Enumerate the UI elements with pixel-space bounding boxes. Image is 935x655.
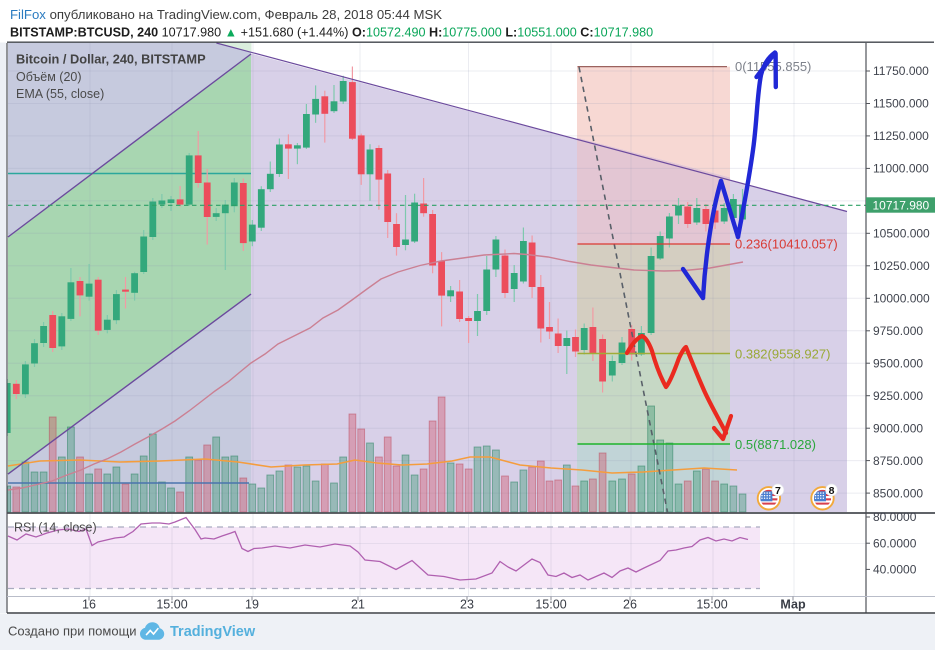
svg-text:16: 16	[82, 598, 96, 612]
svg-text:Bitcoin / Dollar, 240, BITSTAM: Bitcoin / Dollar, 240, BITSTAMP	[16, 52, 206, 67]
svg-text:9250.000: 9250.000	[873, 389, 923, 403]
svg-text:19: 19	[245, 598, 259, 612]
svg-text:7: 7	[775, 485, 781, 497]
svg-text:8750.000: 8750.000	[873, 454, 923, 468]
svg-text:9750.000: 9750.000	[873, 324, 923, 338]
svg-text:15:00: 15:00	[535, 598, 566, 612]
svg-text:8: 8	[829, 485, 835, 497]
svg-text:EMA (55, close): EMA (55, close)	[16, 87, 104, 101]
svg-text:8500.000: 8500.000	[873, 486, 923, 500]
svg-text:0.236(10410.057): 0.236(10410.057)	[735, 237, 838, 252]
svg-text:60.0000: 60.0000	[873, 536, 917, 550]
svg-text:Мар: Мар	[780, 598, 806, 612]
svg-text:11000.000: 11000.000	[873, 162, 929, 176]
svg-text:0.382(9558.927): 0.382(9558.927)	[735, 347, 830, 362]
svg-text:FilFox опубликовано на Trading: FilFox опубликовано на TradingView.com, …	[10, 7, 442, 22]
svg-text:15:00: 15:00	[156, 598, 187, 612]
svg-text:26: 26	[623, 598, 637, 612]
svg-text:11250.000: 11250.000	[873, 129, 929, 143]
svg-text:0(11555.855): 0(11555.855)	[735, 59, 811, 74]
svg-text:RSI (14, close): RSI (14, close)	[14, 521, 97, 535]
svg-text:10000.000: 10000.000	[873, 292, 930, 306]
svg-text:40.0000: 40.0000	[873, 563, 917, 577]
svg-text:9000.000: 9000.000	[873, 421, 923, 435]
svg-text:9500.000: 9500.000	[873, 356, 923, 370]
svg-text:10500.000: 10500.000	[873, 227, 930, 241]
svg-text:15:00: 15:00	[696, 598, 727, 612]
svg-text:Объём (20): Объём (20)	[16, 70, 82, 84]
svg-text:0.5(8871.028): 0.5(8871.028)	[735, 437, 816, 452]
svg-text:23: 23	[460, 598, 474, 612]
svg-text:11500.000: 11500.000	[873, 97, 929, 111]
svg-text:TradingView: TradingView	[170, 624, 256, 640]
svg-text:80.0000: 80.0000	[873, 510, 917, 524]
svg-text:11750.000: 11750.000	[873, 64, 929, 78]
svg-text:10250.000: 10250.000	[873, 259, 930, 273]
svg-text:BITSTAMP:BTCUSD, 240 10717.980: BITSTAMP:BTCUSD, 240 10717.980 ▲ +151.68…	[10, 26, 653, 40]
svg-text:Создано при помощи: Создано при помощи	[8, 624, 137, 639]
svg-text:10717.980: 10717.980	[873, 199, 930, 213]
svg-text:21: 21	[351, 598, 365, 612]
